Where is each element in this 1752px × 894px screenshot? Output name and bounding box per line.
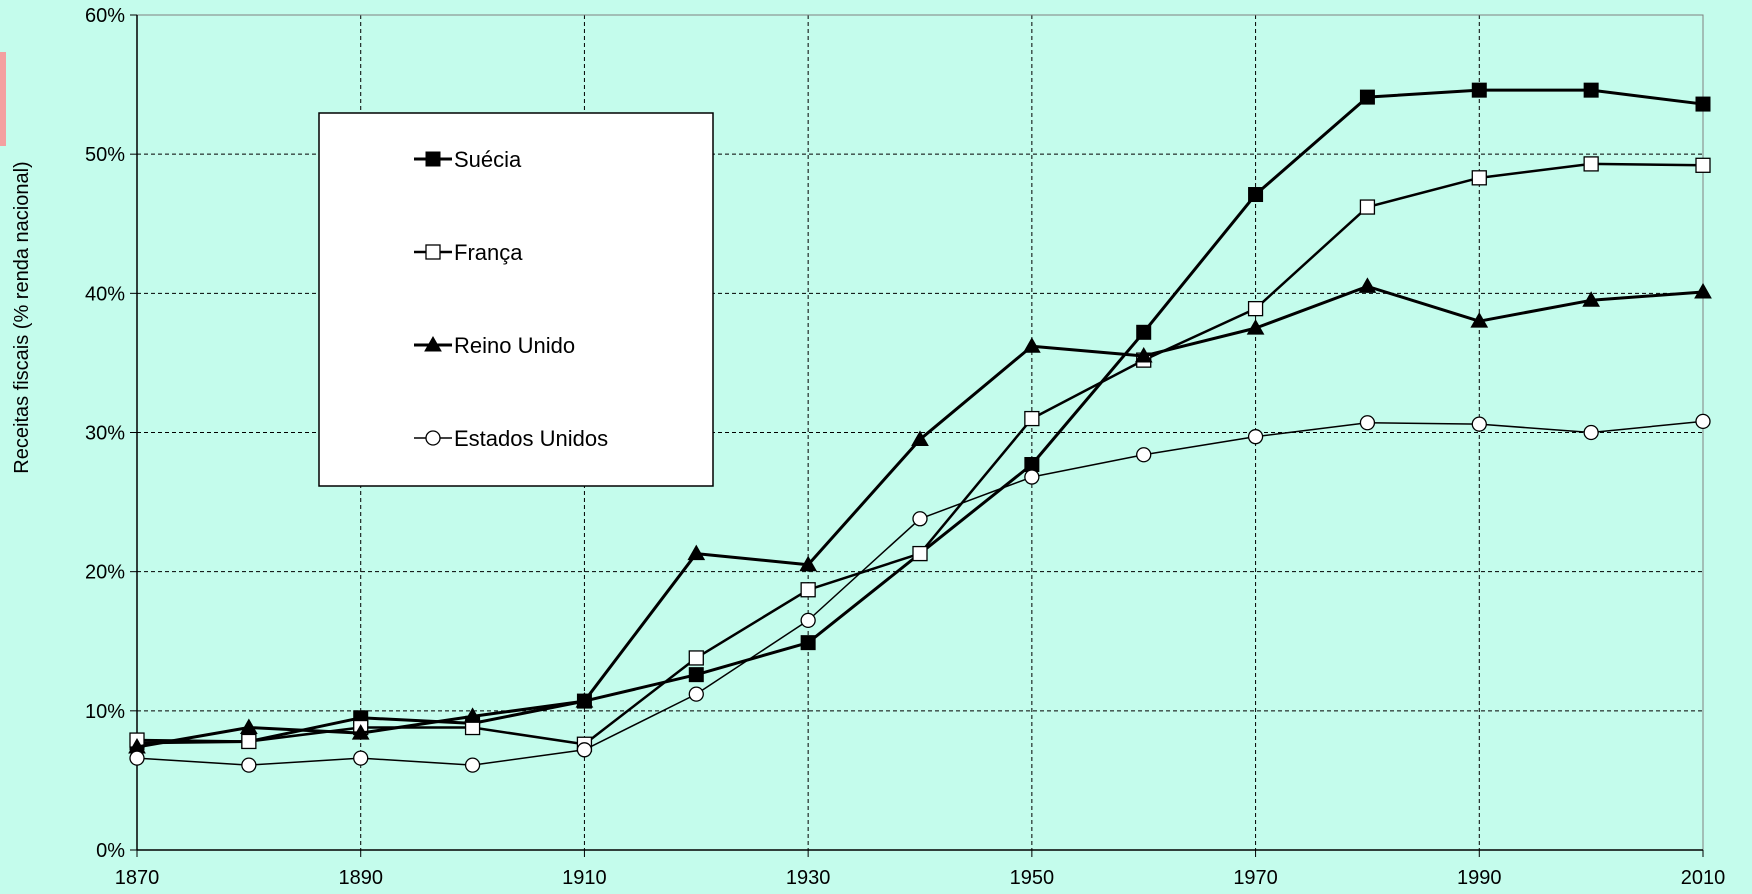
legend: Suécia França Reino Unido Estados Unidos [318, 112, 714, 487]
x-tick-label: 1990 [1457, 867, 1502, 889]
corner-accent [0, 52, 6, 146]
marker-open-circle [1136, 447, 1152, 463]
marker-filled-triangle [575, 692, 594, 708]
marker-open-circle [241, 757, 257, 773]
marker-open-circle [1247, 429, 1264, 445]
marker-filled-square [1136, 324, 1152, 340]
marker-filled-square [688, 667, 704, 683]
marker-open-circle [1359, 415, 1376, 431]
x-tick-label: 1910 [562, 867, 607, 889]
marker-filled-triangle [1134, 346, 1153, 363]
legend-entry: Estados Unidos [414, 426, 608, 451]
marker-open-circle [1024, 469, 1040, 485]
y-tick-label: 10% [85, 701, 125, 723]
marker-filled-square [425, 151, 441, 167]
y-tick-label: 50% [85, 144, 125, 166]
legend-label: Estados Unidos [454, 426, 608, 451]
marker-open-circle [912, 511, 928, 527]
y-tick-label: 60% [85, 5, 125, 27]
y-tick-label: 30% [85, 423, 125, 445]
marker-filled-triangle [687, 544, 706, 561]
marker-open-circle [464, 757, 481, 773]
marker-filled-square [1583, 82, 1599, 98]
legend-label: França [454, 240, 523, 265]
marker-filled-square [800, 635, 816, 651]
x-tick-label: 1870 [115, 867, 160, 889]
y-tick-label: 20% [85, 562, 125, 584]
series-estados-unidos [129, 413, 1711, 773]
marker-open-circle [576, 742, 593, 758]
series-reino-unido [128, 277, 1712, 754]
marker-filled-triangle [351, 724, 370, 740]
marker-filled-square [1359, 89, 1375, 105]
legend-label: Suécia [454, 147, 522, 172]
marker-filled-triangle [1470, 312, 1489, 328]
marker-open-square [241, 733, 257, 750]
marker-filled-square [1695, 96, 1711, 112]
marker-open-square [1471, 170, 1487, 186]
marker-open-circle [1471, 416, 1487, 432]
marker-open-circle [425, 430, 441, 446]
marker-filled-triangle [1246, 319, 1265, 335]
marker-filled-triangle [1022, 337, 1041, 353]
marker-open-square [1247, 300, 1264, 317]
marker-filled-triangle [799, 555, 818, 572]
x-tick-label: 1970 [1233, 867, 1278, 889]
axes: 0% 10% 20% 30% 40% 50% 60% 1870 1890 1910 1930 1950… [85, 5, 1725, 889]
legend-box [318, 112, 714, 487]
series-layer [128, 82, 1712, 773]
marker-filled-triangle [463, 707, 482, 723]
marker-open-circle [129, 750, 145, 766]
legend-entry: França [414, 240, 523, 265]
legend-entry: Reino Unido [414, 333, 575, 358]
marker-filled-triangle [1358, 277, 1377, 293]
marker-open-square [1583, 156, 1599, 172]
marker-filled-square [1471, 82, 1487, 98]
marker-open-square [1024, 410, 1040, 427]
legend-entry: Suécia [414, 147, 522, 172]
x-tick-label: 1950 [1010, 867, 1055, 889]
marker-open-circle [688, 686, 704, 702]
y-tick-label: 40% [85, 283, 125, 305]
marker-open-circle [1583, 424, 1599, 441]
marker-open-circle [800, 612, 816, 629]
marker-open-square [1695, 157, 1711, 173]
marker-open-circle [353, 750, 369, 766]
marker-open-square [1359, 199, 1376, 215]
marker-filled-triangle [424, 335, 442, 352]
marker-filled-triangle [1694, 282, 1712, 299]
y-axis-title: Receitas fiscais (% renda nacional) [11, 161, 33, 473]
marker-filled-triangle [239, 718, 258, 735]
legend-label: Reino Unido [454, 333, 575, 358]
marker-open-circle [1695, 413, 1711, 430]
marker-open-square [912, 545, 928, 562]
x-tick-label: 1930 [786, 867, 831, 889]
marker-open-square [425, 244, 441, 260]
x-tick-label: 2010 [1681, 867, 1726, 889]
marker-filled-triangle [911, 430, 929, 446]
marker-open-square [688, 650, 704, 666]
x-tick-label: 1890 [338, 867, 383, 889]
y-tick-label: 0% [96, 840, 125, 862]
marker-filled-triangle [1582, 291, 1601, 307]
marker-open-square [800, 582, 816, 598]
marker-filled-square [1248, 187, 1264, 203]
